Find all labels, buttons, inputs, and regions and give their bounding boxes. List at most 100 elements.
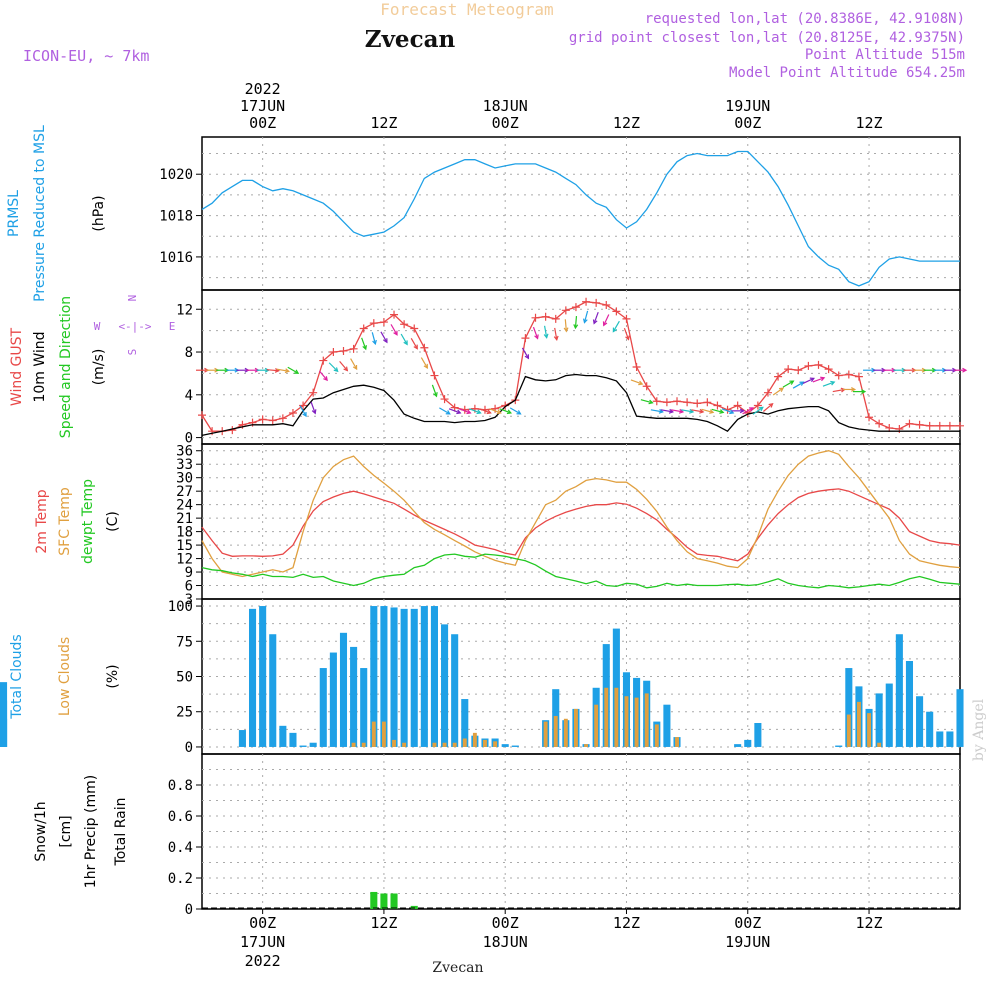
gust-marker	[309, 388, 318, 397]
gust-marker	[400, 320, 409, 329]
gust-marker	[905, 419, 914, 428]
bar-total-clouds	[309, 742, 317, 747]
bottom-time-label: 12Z	[855, 914, 882, 932]
gust-marker	[763, 388, 772, 397]
panel-clouds: 0 25 50 75 100 Total Clouds Low Clouds (%)	[0, 598, 964, 756]
temperature-ytick-label: 24	[176, 498, 193, 514]
bar-low-clouds	[614, 687, 619, 747]
wind-arrow-head	[861, 389, 867, 395]
wind-arrow	[479, 408, 491, 414]
series-10m-wind	[201, 373, 960, 437]
gust-marker	[774, 372, 783, 381]
wind-arrow	[742, 407, 754, 415]
bar-low-clouds	[856, 701, 861, 747]
gust-marker	[662, 398, 671, 407]
wind-arrow	[752, 406, 764, 415]
panel-pressure: 1016 1018 1020 PRMSL Pressure Reduced to MSL…	[6, 125, 961, 302]
wind-arrow	[681, 409, 694, 413]
temperature-ytick-label: 6	[185, 579, 193, 595]
wind-arrow-head	[748, 407, 755, 412]
wind-arrow-head	[689, 408, 695, 414]
wind-arrow	[350, 358, 358, 370]
temperature-ytick-label: 27	[176, 484, 193, 500]
gust-marker	[329, 348, 338, 357]
wind-arrow-head	[476, 409, 482, 415]
wind-arrow	[832, 388, 845, 393]
bar-total-clouds	[299, 745, 307, 747]
bar-low-clouds	[452, 742, 457, 747]
top-time-label: 00Z	[734, 114, 761, 132]
bar-low-clouds	[361, 742, 366, 747]
gust-marker	[733, 401, 742, 410]
clouds-ytick-label: 100	[168, 599, 193, 615]
wind-arrow	[328, 362, 339, 372]
gust-marker	[834, 371, 843, 380]
bar-total-rain	[380, 893, 388, 909]
compass-arrow: <-|->	[118, 320, 151, 333]
wind-arrow-head	[311, 409, 317, 415]
gust-marker	[683, 398, 692, 407]
wind-arrow-head	[709, 409, 715, 414]
bar-total-rain	[390, 893, 398, 909]
pressure-ytick-label: 1018	[159, 209, 193, 225]
bar-low-clouds	[867, 713, 871, 747]
wind-ytick-label: 4	[185, 388, 193, 404]
gust-marker	[784, 365, 793, 374]
model-altitude: Model Point Altitude 654.25m	[729, 65, 965, 81]
wind-arrow-head	[506, 409, 513, 415]
wind-arrow-head	[333, 367, 339, 373]
wind-arrow-head	[809, 377, 815, 382]
wind-arrow-head	[294, 369, 300, 374]
bar-total-clouds	[744, 739, 752, 747]
wind-arrow	[583, 310, 589, 323]
wind-arrow-head	[352, 364, 358, 371]
wind-arrow	[266, 369, 279, 372]
top-time-label: 19JUN	[725, 97, 770, 115]
faded-title: Forecast Meteogram	[380, 0, 553, 19]
requested-lonlat: requested lon,lat (20.8386E, 42.9108N)	[645, 11, 965, 27]
series-wind-gust	[201, 301, 960, 432]
wind-arrow-head	[383, 338, 388, 344]
top-time-label: 17JUN	[240, 97, 285, 115]
gust-marker	[814, 360, 823, 369]
bar-total-clouds	[905, 661, 914, 747]
bar-low-clouds	[604, 687, 609, 747]
bar-total-clouds	[734, 744, 742, 747]
wind-arrow	[543, 325, 548, 338]
bar-total-clouds	[885, 683, 893, 747]
gust-marker	[288, 408, 297, 417]
wind-arrow-head	[553, 335, 559, 341]
bar-low-clouds	[381, 721, 386, 747]
top-time-label: 12Z	[855, 114, 882, 132]
bar-low-clouds	[675, 737, 679, 747]
bar-low-clouds	[371, 721, 376, 747]
panel-precipitation: 0 0.2 0.4 0.6 0.8 Total Rain Snow/1h [cm] 1hr Pr…	[33, 753, 961, 918]
gust-marker	[753, 401, 762, 410]
gust-marker	[592, 298, 601, 307]
precipitation-side-label: 1hr Precip (mm)	[83, 775, 99, 888]
pressure-side-label: Pressure Reduced to MSL	[32, 125, 48, 302]
wind-arrow-head	[789, 380, 795, 385]
temperature-ytick-label: 12	[176, 552, 193, 568]
wind-side-label: (m/s)	[91, 349, 107, 386]
pressure-frame	[201, 136, 961, 291]
bar-low-clouds	[644, 693, 649, 747]
wind-arrow	[792, 381, 804, 389]
gust-marker	[935, 421, 944, 430]
clouds-ytick-label: 25	[176, 705, 193, 721]
bar-total-clouds	[420, 606, 428, 747]
wind-arrow	[318, 370, 328, 381]
bar-total-clouds	[441, 624, 449, 747]
wind-arrow	[299, 405, 307, 417]
wind-arrow	[671, 409, 684, 413]
gust-marker	[824, 365, 833, 374]
bar-low-clouds	[462, 738, 467, 747]
compass-w: W	[94, 320, 101, 333]
footer-location: Zvecan	[432, 960, 483, 976]
wind-arrow-head	[799, 381, 805, 386]
wind-arrow	[400, 333, 408, 345]
bar-low-clouds	[392, 739, 396, 747]
gust-marker	[440, 395, 449, 404]
gust-marker	[673, 397, 682, 406]
bar-low-clouds	[634, 697, 639, 747]
